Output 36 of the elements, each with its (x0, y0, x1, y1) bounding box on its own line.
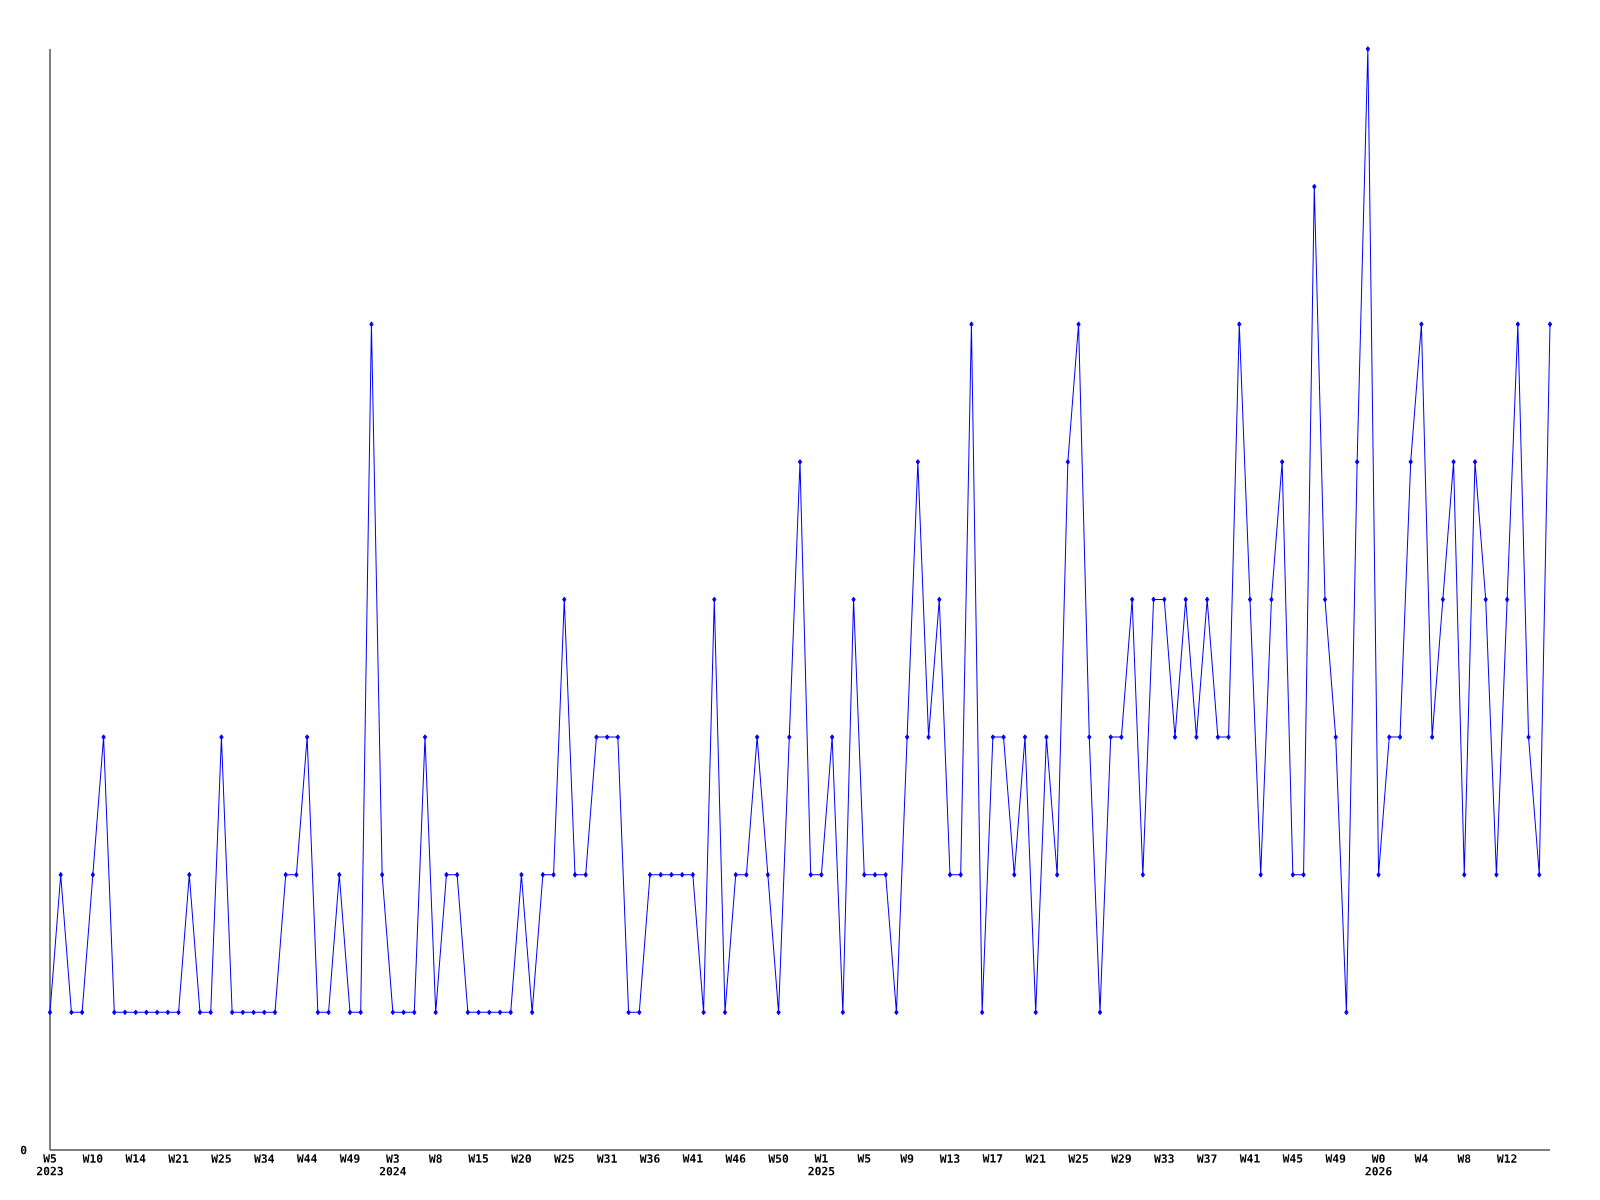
x-tick-label: W41 (1239, 1154, 1260, 1163)
x-tick-label: W15 (468, 1154, 489, 1163)
x-tick-label: W17 (982, 1154, 1003, 1163)
x-tick-label: W50 (768, 1154, 789, 1163)
x-tick-label: W20 (511, 1154, 531, 1163)
x-tick-label: W4 (1414, 1154, 1428, 1163)
x-tick-label: W29 (1111, 1154, 1131, 1163)
x-tick-label: W3 2024 (379, 1154, 406, 1176)
x-tick-label: W10 (82, 1154, 103, 1163)
x-tick-label: W5 2023 (36, 1154, 63, 1176)
x-tick-label: W34 (254, 1154, 275, 1163)
x-tick-label: W1 2025 (808, 1154, 835, 1176)
x-tick-label: W46 (725, 1154, 746, 1163)
x-tick-label: W8 (428, 1154, 442, 1163)
x-tick-label: W21 (168, 1154, 189, 1163)
x-tick-label: W33 (1154, 1154, 1174, 1163)
x-tick-label: W25 (554, 1154, 574, 1163)
x-tick-label: W13 (939, 1154, 960, 1163)
x-tick-label: W25 (211, 1154, 231, 1163)
x-tick-label: W14 (125, 1154, 146, 1163)
x-tick-label: W45 (1282, 1154, 1303, 1163)
x-tick-label: W41 (682, 1154, 703, 1163)
x-tick-label: W12 (1496, 1154, 1517, 1163)
x-tick-label: W25 (1068, 1154, 1089, 1163)
x-tick-label: W9 (900, 1154, 914, 1163)
x-tick-label: W8 (1457, 1154, 1471, 1163)
x-tick-label: W31 (596, 1154, 617, 1163)
x-tick-label: W36 (639, 1154, 660, 1163)
x-tick-label: W5 (857, 1154, 871, 1163)
x-tick-label: W0 2026 (1365, 1154, 1392, 1176)
text: 0 (20, 1145, 27, 1155)
x-tick-label: W49 (339, 1154, 360, 1163)
x-tick-label: W44 (296, 1154, 317, 1163)
x-tick-label: W21 (1025, 1154, 1046, 1163)
x-tick-label: W49 (1325, 1154, 1346, 1163)
x-tick-label: W37 (1196, 1154, 1217, 1163)
